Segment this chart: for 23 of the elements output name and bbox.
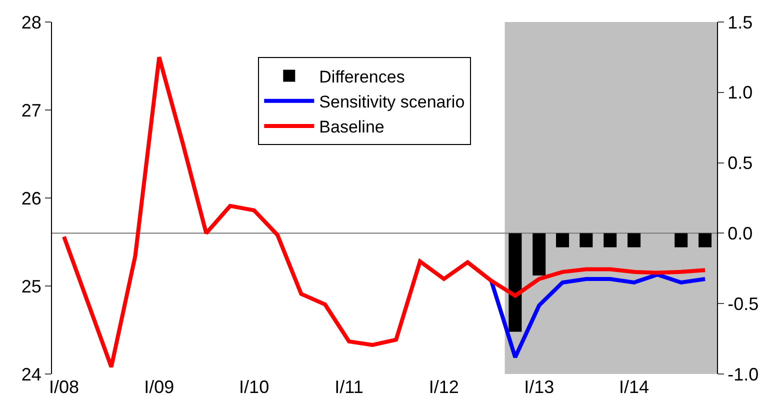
y-tick-label: 26	[21, 188, 42, 208]
legend-label: Baseline	[319, 118, 384, 137]
y2-tick-label: -0.5	[728, 294, 759, 314]
x-tick-label: I/11	[334, 377, 364, 397]
x-tick-label: I/13	[524, 377, 554, 397]
y2-tick-label: 0.5	[728, 153, 753, 174]
x-tick-label: I/09	[144, 377, 174, 397]
x-tick-label: I/10	[239, 377, 270, 397]
y2-tick-label: 1.5	[728, 12, 753, 32]
x-tick-label: I/12	[428, 377, 459, 397]
line-series	[62, 55, 708, 369]
x-tick-label: I/14	[619, 377, 650, 397]
y-tick-label: 27	[21, 100, 42, 120]
line-series	[489, 272, 708, 360]
y-tick-label: 25	[21, 276, 42, 296]
legend-label: Sensitivity scenario	[319, 92, 465, 112]
y2-tick-label: 1.0	[728, 82, 753, 103]
y-tick-label: 28	[21, 12, 42, 32]
y2-tick-label: -1.0	[728, 364, 759, 384]
y-tick-label: 24	[21, 364, 42, 384]
x-tick-label: I/08	[48, 377, 79, 397]
y2-tick-label: 0.0	[728, 224, 753, 244]
legend-label: Differences	[319, 67, 405, 86]
